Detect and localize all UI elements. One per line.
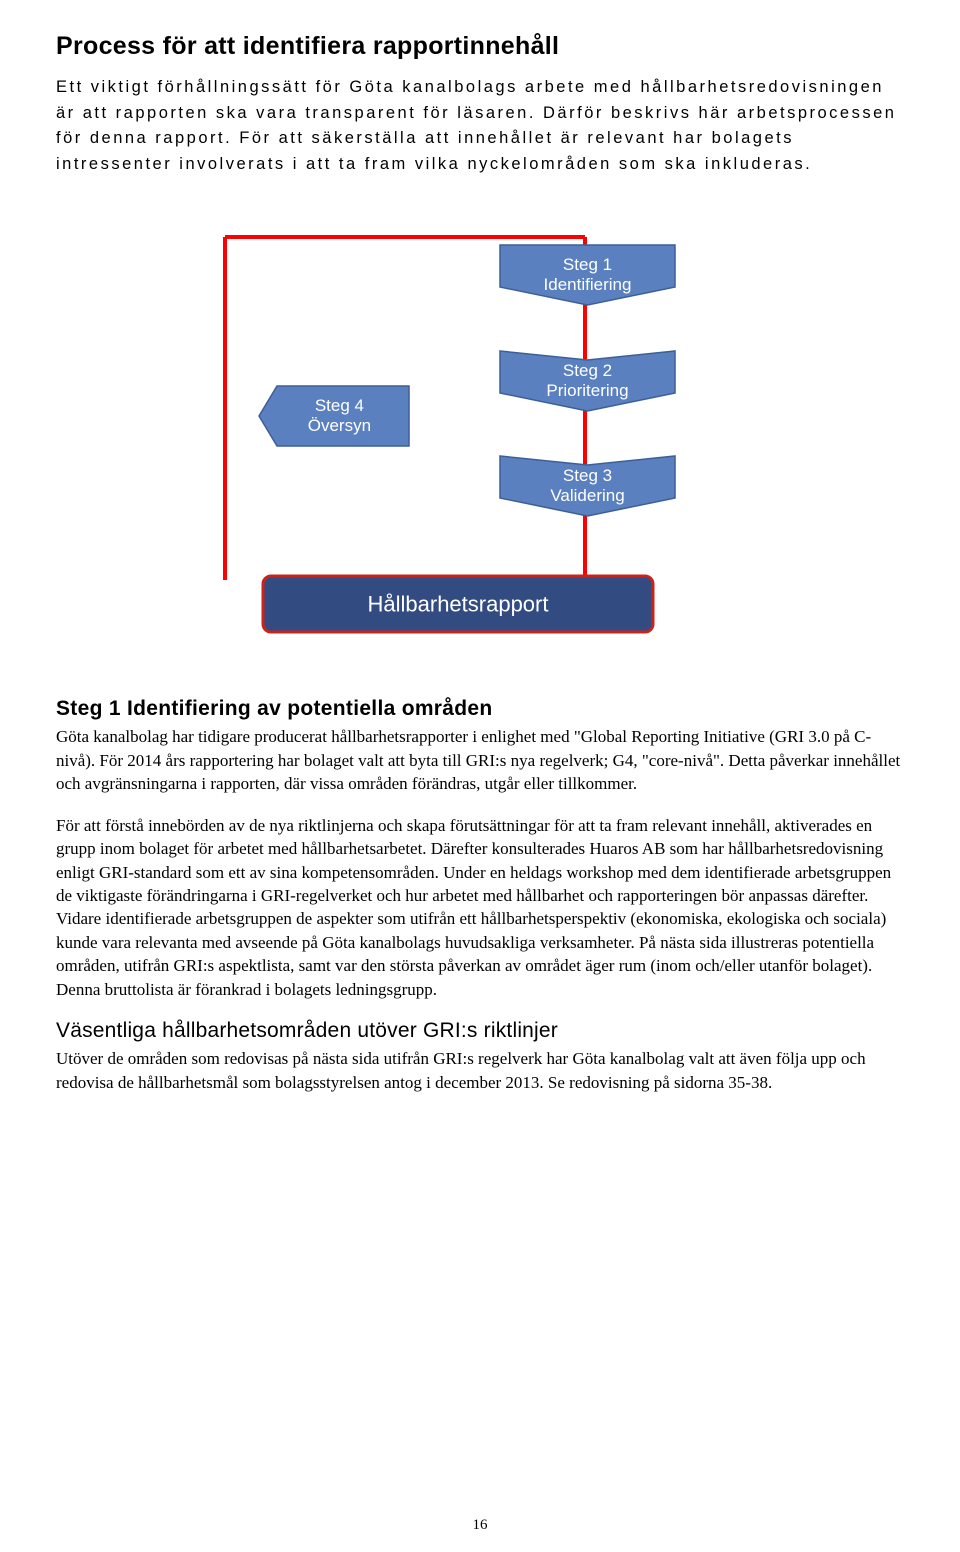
svg-text:Steg 2: Steg 2 [563,361,612,380]
svg-text:Steg 1: Steg 1 [563,255,612,274]
svg-text:Identifiering: Identifiering [544,275,632,294]
svg-text:Hållbarhetsrapport: Hållbarhetsrapport [368,592,549,617]
page-number: 16 [0,1517,960,1534]
section1-heading: Steg 1 Identifiering av potentiella områ… [56,697,904,721]
intro-paragraph: Ett viktigt förhållningssätt för Göta ka… [56,75,904,177]
section1-paragraph-1: Göta kanalbolag har tidigare producerat … [56,725,904,795]
svg-text:Steg 4: Steg 4 [315,396,364,415]
process-diagram: Steg 1Identifiering Steg 2Prioritering Ste… [56,211,904,661]
diagram-svg: Steg 1Identifiering Steg 2Prioritering Ste… [195,211,765,661]
svg-text:Prioritering: Prioritering [546,381,628,400]
section2-heading: Väsentliga hållbarhetsområden utöver GRI… [56,1019,904,1043]
svg-text:Validering: Validering [550,486,624,505]
svg-text:Steg 3: Steg 3 [563,466,612,485]
section2-paragraph-1: Utöver de områden som redovisas på nästa… [56,1047,904,1094]
page-title: Process för att identifiera rapportinneh… [56,32,904,61]
section1-paragraph-2: För att förstå innebörden av de nya rikt… [56,814,904,1002]
svg-text:Översyn: Översyn [308,416,371,435]
